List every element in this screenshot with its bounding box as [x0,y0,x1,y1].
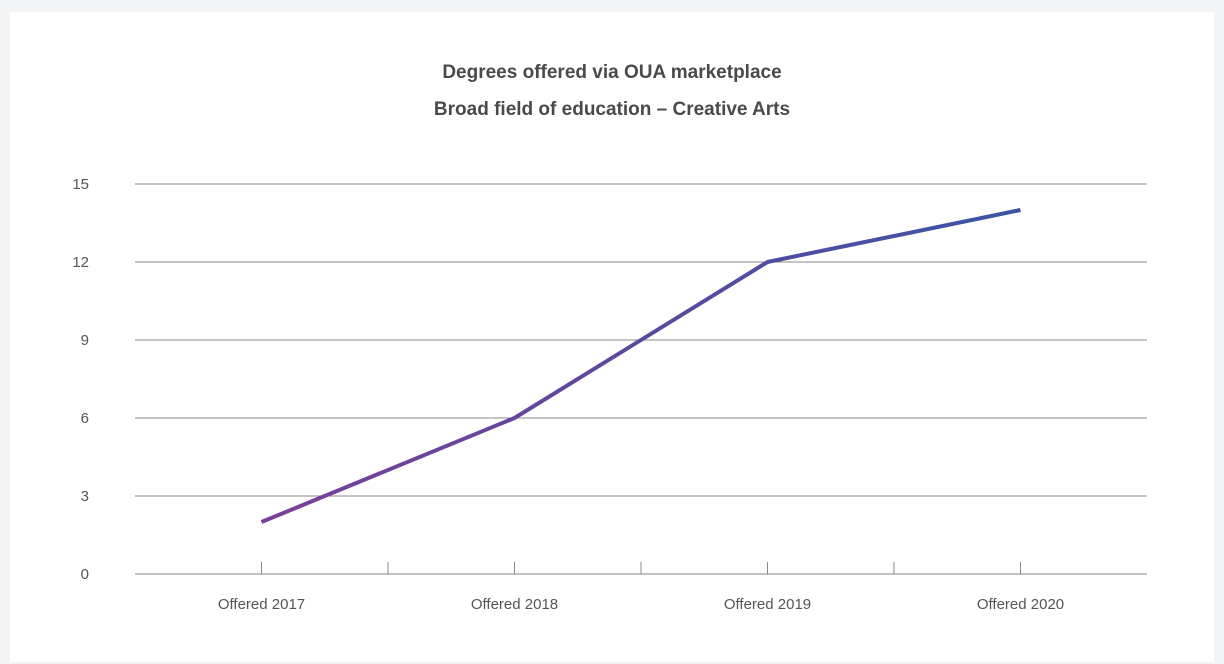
y-tick-label: 12 [72,254,89,271]
y-tick-label: 3 [81,488,89,505]
tick-labels: 0 3 6 9 12 15 Offered 2017 Offered 2018 Offered … [72,176,1064,613]
y-tick-label: 6 [81,410,89,427]
series [260,208,1021,524]
x-axis [135,562,1147,575]
y-tick-label: 9 [81,332,89,349]
x-tick-label: Offered 2018 [471,596,558,613]
x-tick-label: Offered 2019 [724,596,811,613]
x-tick-label: Offered 2020 [977,596,1064,613]
chart-subtitle: Broad field of education – Creative Arts [433,99,791,120]
line-chart: 0 3 6 9 12 15 Offered 2017 Offered 2018 Offered … [72,176,1147,613]
series-line [260,208,1021,524]
y-tick-label: 15 [72,176,89,193]
y-tick-label: 0 [81,566,89,583]
chart-title: Degrees offered via OUA marketplace [442,62,782,83]
x-tick-label: Offered 2017 [218,596,305,613]
chart-card: Degrees offered via OUA marketplace Broa… [10,12,1214,662]
